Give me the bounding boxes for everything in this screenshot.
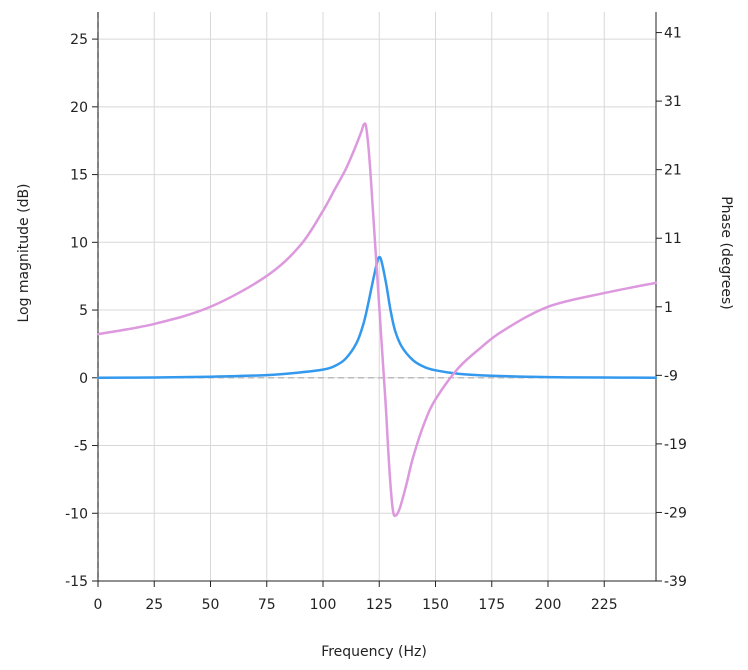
y-axis-label: Log magnitude (dB) — [16, 183, 32, 322]
x-tick-label: 125 — [366, 597, 393, 613]
x-tick-label: 100 — [310, 597, 337, 613]
y-tick-label: 25 — [70, 32, 88, 48]
x-tick-label: 75 — [258, 597, 276, 613]
y-tick-label: -15 — [65, 574, 88, 590]
y-tick-label: 15 — [70, 168, 88, 184]
x-tick-label: 50 — [202, 597, 220, 613]
y2-tick-label: -29 — [664, 505, 687, 521]
y-tick-label: 5 — [79, 303, 88, 319]
y2-tick-label: 11 — [664, 231, 682, 247]
y-tick-label: -10 — [65, 506, 88, 522]
x-axis-label: Frequency (Hz) — [0, 644, 748, 660]
x-tick-label: 0 — [94, 597, 103, 613]
y-tick-label: 10 — [70, 235, 88, 251]
y2-tick-label: -9 — [664, 368, 678, 384]
y-tick-label: 0 — [79, 371, 88, 387]
x-tick-label: 200 — [535, 597, 562, 613]
x-tick-label: 225 — [591, 597, 618, 613]
x-tick-label: 175 — [478, 597, 505, 613]
y2-tick-label: 31 — [664, 94, 682, 110]
x-tick-label: 25 — [145, 597, 163, 613]
y2-tick-label: -39 — [664, 574, 687, 590]
y-tick-label: 20 — [70, 100, 88, 116]
y2-axis-label: Phase (degrees) — [718, 196, 734, 310]
x-tick-label: 150 — [422, 597, 449, 613]
y2-tick-label: -19 — [664, 437, 687, 453]
y-tick-label: -5 — [74, 439, 88, 455]
y2-tick-label: 21 — [664, 163, 682, 179]
y2-tick-label: 41 — [664, 26, 682, 42]
y2-tick-label: 1 — [664, 300, 673, 316]
phase-series-line — [98, 124, 656, 516]
